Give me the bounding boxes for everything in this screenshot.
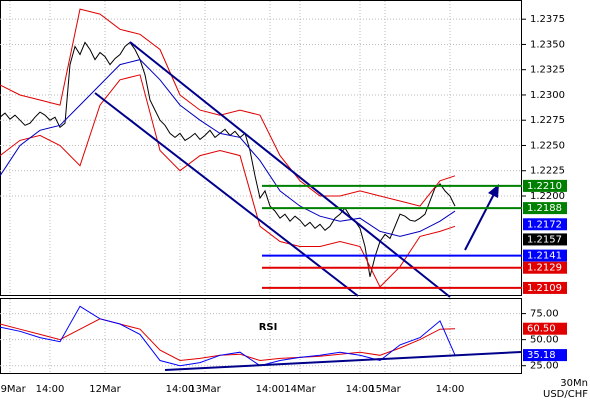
symbol: USD/CHF xyxy=(543,389,588,400)
series-line xyxy=(0,318,456,362)
level-box xyxy=(523,218,567,231)
x-tick-label: 14:00 xyxy=(436,384,465,395)
level-label: 1.2141 xyxy=(527,251,562,262)
x-tick-label: 09Mar xyxy=(0,384,27,395)
y-tick-label: 25.00 xyxy=(530,361,559,372)
trendlines xyxy=(94,41,522,371)
level-box xyxy=(523,202,567,215)
end-label: 60.50 xyxy=(527,324,556,335)
x-tick-label: 14:00 xyxy=(256,384,285,395)
level-label: 1.2129 xyxy=(527,263,562,274)
rsi-trendline xyxy=(164,351,522,371)
series-line xyxy=(0,59,456,237)
arrow-head xyxy=(488,184,499,198)
level-label: 1.2157 xyxy=(527,234,562,245)
series-line xyxy=(0,41,456,277)
level-box xyxy=(523,249,567,262)
series-line xyxy=(0,74,456,288)
y-tick-label: 50.00 xyxy=(530,335,559,346)
channel-upper xyxy=(129,41,451,298)
level-label: 1.2210 xyxy=(527,181,562,192)
series-line xyxy=(0,8,456,207)
level-label: 1.2109 xyxy=(527,283,562,294)
rsi-panel xyxy=(0,298,522,374)
y-tick-label: 75.00 xyxy=(530,309,559,320)
level-label: 1.2188 xyxy=(527,203,562,214)
level-box xyxy=(523,261,567,274)
level-box xyxy=(523,233,567,246)
end-label-box xyxy=(523,349,567,362)
end-label-box xyxy=(523,322,567,335)
level-label: 1.2172 xyxy=(527,219,562,230)
series-line xyxy=(0,305,456,367)
channel-lower xyxy=(94,92,359,297)
y-tick-label: 1.2375 xyxy=(530,14,565,25)
y-tick-label: 1.2300 xyxy=(530,90,565,101)
x-tick-label: 12Mar xyxy=(89,384,121,395)
y-tick-label: 1.2325 xyxy=(530,65,565,76)
end-label: 35.18 xyxy=(527,350,556,361)
y-tick-label: 1.2275 xyxy=(530,115,565,126)
y-tick-label: 1.2200 xyxy=(530,191,565,202)
y-tick-label: 1.2350 xyxy=(530,39,565,50)
level-box xyxy=(523,281,567,294)
y-tick-label: 1.2250 xyxy=(530,140,565,151)
x-tick-label: 14:00 xyxy=(166,384,195,395)
x-tick-label: 14:00 xyxy=(36,384,65,395)
price-panel xyxy=(0,0,522,296)
x-tick-label: 13Mar xyxy=(189,384,221,395)
rsi-title: RSI xyxy=(259,322,278,333)
x-tick-label: 14Mar xyxy=(284,384,316,395)
x-tick-label: 15Mar xyxy=(369,384,401,395)
timeframe: 30Mn xyxy=(560,378,588,389)
arrow xyxy=(464,193,495,251)
y-tick-label: 1.2225 xyxy=(530,166,565,177)
level-box xyxy=(523,179,567,192)
x-tick-label: 14:00 xyxy=(346,384,375,395)
